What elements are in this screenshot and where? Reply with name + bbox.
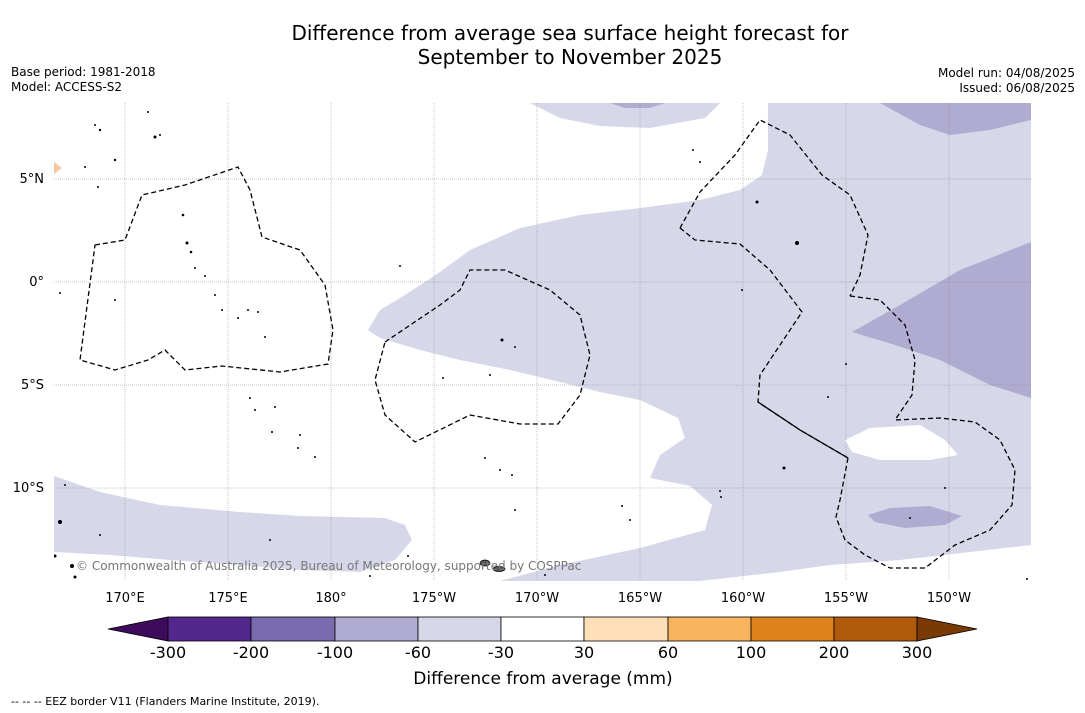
lon-label-170e: 170°E [105,591,145,606]
colorbar-bin-2 [250,616,336,642]
colorbar-extend-low [107,616,169,642]
lon-label-175e: 175°E [208,591,248,606]
colorbar-tick-label: 30 [574,643,594,662]
model-run-date: Model run: 04/08/2025 [937,66,1075,80]
island-samoa-east [492,566,506,572]
colorbar-tick-label: -100 [317,643,353,662]
colorbar-tick-label: -200 [233,643,269,662]
lon-label-175w: 175°W [412,591,456,606]
eez-border-cook-line [757,401,849,459]
lon-label-165w: 165°W [618,591,662,606]
colorbar: -300 -200 -100 -60 -30 30 60 100 200 300… [107,616,978,689]
colorbar-bin-6 [583,616,669,642]
map-area: © Commonwealth of Australia 2025, Bureau… [54,103,1031,581]
island [147,111,149,113]
anomaly-region-white-inlet [845,425,958,460]
chart-title: Difference from average sea surface heig… [0,21,1085,69]
colorbar-bin-7 [667,616,752,642]
latitude-labels: 5°N 0° 5°S 10°S [13,172,44,496]
title-line-1: Difference from average sea surface heig… [291,21,849,45]
lon-label-160w: 160°W [721,591,765,606]
colorbar-bin-1 [167,616,252,642]
eez-border-polynesia [849,295,916,421]
colorbar-bin-3 [334,616,419,642]
colorbar-tick-label: -60 [405,643,431,662]
eez-border-marquesas [835,417,1016,569]
lat-label-5s: 5°S [21,378,44,393]
anomaly-region-top [530,103,720,128]
meta-right: Model run: 04/08/2025 Issued: 06/08/2025 [938,66,1075,96]
anomaly-region-light [368,103,1031,581]
lon-label-155w: 155°W [824,591,868,606]
anomaly-region-southwest [54,476,412,572]
colorbar-tick-label: 200 [819,643,850,662]
lon-label-170w: 170°W [515,591,559,606]
longitude-labels: 170°E 175°E 180° 175°W 170°W 165°W 160°W… [105,591,971,606]
anomaly-region-medium-east [852,242,1031,398]
island-samoa [479,559,491,567]
lat-label-5n: 5°N [20,172,45,187]
copyright-notice: © Commonwealth of Australia 2025, Bureau… [76,559,581,573]
colorbar-bin-9 [833,616,918,642]
lat-label-0: 0° [29,275,44,290]
colorbar-extend-high [916,616,978,642]
lat-label-10s: 10°S [13,481,44,496]
colorbar-tick-label: 100 [736,643,767,662]
colorbar-bin-5 [500,616,585,642]
colorbar-tick-label: -30 [488,643,514,662]
eez-borders [79,119,1016,569]
colorbar-tick-label: -300 [150,643,186,662]
lon-label-150w: 150°W [927,591,971,606]
islands [54,111,1028,580]
lon-label-180: 180° [315,591,346,606]
anomaly-region-medium-south [868,506,962,528]
colorbar-tick-label: 60 [658,643,678,662]
gridlines [54,103,1031,581]
issued-date: Issued: 06/08/2025 [959,81,1075,95]
colorbar-tick-label: 300 [902,643,933,662]
eez-footnote: -- -- -- EEZ border V11 (Flanders Marine… [11,695,320,708]
colorbar-title: Difference from average (mm) [413,669,672,689]
model-name: Model: ACCESS-S2 [11,80,123,94]
anomaly-region-medium-northeast [880,103,1031,135]
base-period: Base period: 1981-2018 [11,65,156,79]
anomaly-region-positive [54,162,62,174]
title-line-2: September to November 2025 [417,45,723,69]
colorbar-bin-4 [417,616,502,642]
meta-left: Base period: 1981-2018 Model: ACCESS-S2 [11,65,156,95]
eez-border-kiribati-line [679,119,869,297]
eez-border-kiribati-phoenix [374,269,591,443]
eez-border-kiribati-gilberts [79,166,334,373]
anomaly-region-medium-top [610,103,665,108]
colorbar-bin-8 [750,616,835,642]
